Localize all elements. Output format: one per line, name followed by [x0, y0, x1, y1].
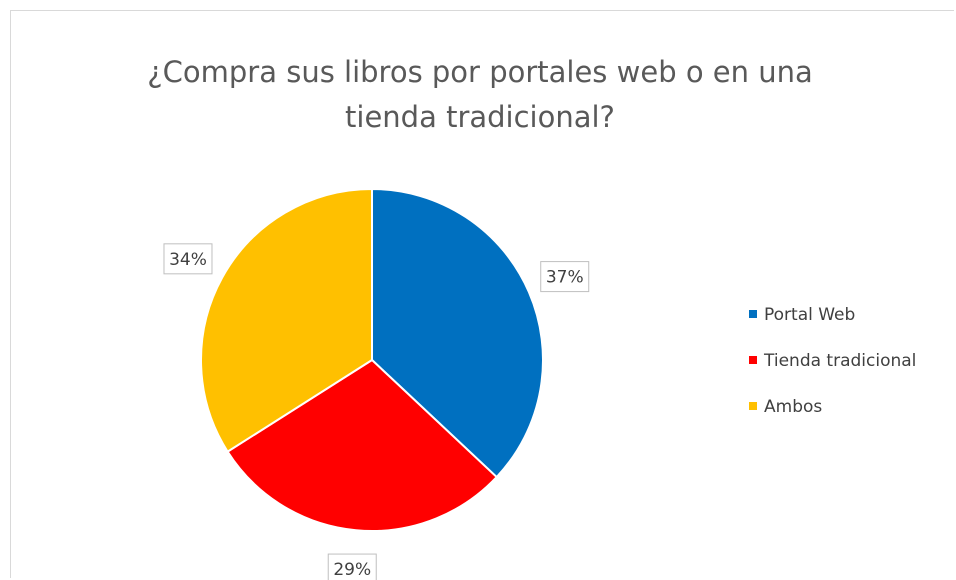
chart-frame: [10, 10, 954, 578]
data-label-box: [540, 261, 590, 293]
pie-slice: [371, 187, 545, 479]
data-label: 37%: [546, 268, 584, 288]
pie-slice: [200, 187, 373, 454]
legend-label: Ambos: [764, 397, 822, 417]
pie-slice: [226, 358, 499, 532]
legend-label: Portal Web: [764, 305, 855, 325]
legend-swatch: [749, 402, 757, 410]
legend-swatch: [749, 310, 757, 318]
legend-label: Tienda tradicional: [763, 351, 916, 371]
data-label: 29%: [333, 560, 371, 580]
data-label-box: [163, 243, 213, 275]
data-label: 34%: [169, 250, 207, 270]
data-label-box: [327, 553, 377, 580]
legend-swatch: [749, 356, 757, 364]
chart-title: ¿Compra sus libros por portales web o en…: [147, 55, 813, 134]
